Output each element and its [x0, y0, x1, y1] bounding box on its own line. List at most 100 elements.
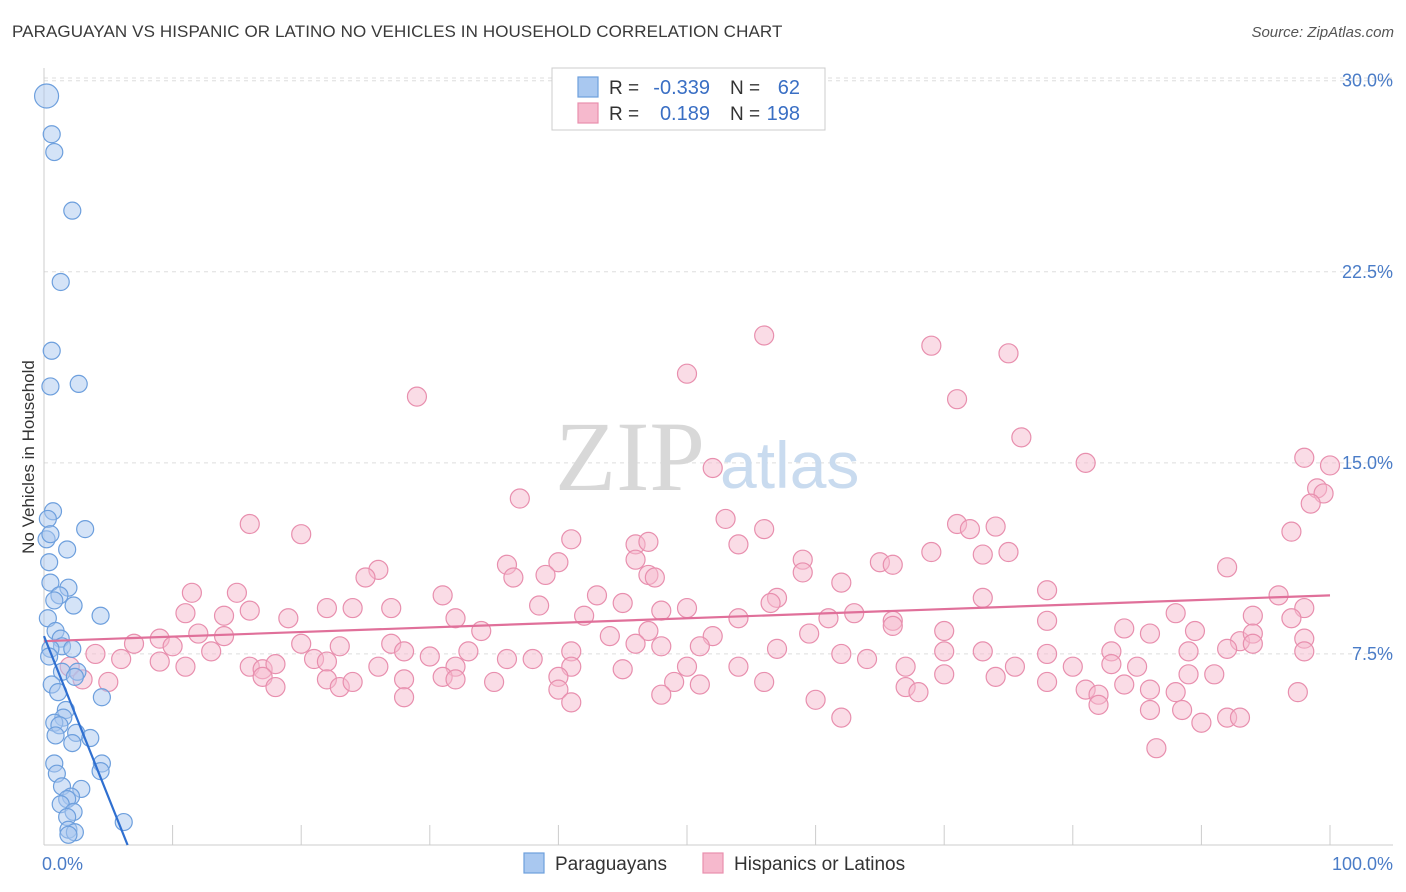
hispanic-point	[1319, 455, 1341, 476]
hispanic-point	[291, 633, 312, 654]
hispanic-point	[638, 531, 659, 552]
hispanic-point	[972, 641, 993, 662]
paraguayan-point	[42, 341, 61, 360]
correlation-legend: R = -0.339 N = 62 R = 0.189 N = 198	[551, 67, 826, 131]
watermark-atlas: atlas	[720, 428, 859, 502]
hispanic-point	[175, 656, 196, 677]
hispanic-point	[419, 646, 440, 667]
hispanic-point	[1294, 447, 1315, 468]
hispanic-point	[393, 687, 415, 708]
hispanic-point	[496, 648, 518, 670]
legend-r-label: R =	[609, 104, 639, 125]
paraguayan-point	[58, 540, 77, 559]
hispanic-point	[651, 684, 672, 705]
hispanic-point	[529, 595, 550, 616]
hispanic-point	[1004, 656, 1026, 677]
paraguayan-point	[92, 688, 111, 707]
legend-swatch-paraguayans	[577, 76, 599, 98]
hispanic-point	[728, 656, 749, 677]
y-tick-label: 7.5%	[1352, 644, 1393, 664]
hispanic-point	[638, 620, 659, 642]
paraguayan-point	[42, 125, 61, 144]
paraguayan-points	[33, 83, 133, 844]
hispanic-point	[1011, 427, 1032, 448]
hispanic-point	[1178, 664, 1199, 685]
hispanic-point	[676, 656, 698, 677]
hispanic-point	[651, 600, 672, 621]
hispanic-point	[998, 343, 1019, 364]
legend-n-label: N =	[730, 78, 760, 99]
hispanic-point	[644, 567, 665, 588]
hispanic-point	[1088, 694, 1109, 715]
hispanic-point	[702, 457, 723, 479]
legend-n-value: 62	[778, 77, 800, 99]
hispanic-point	[715, 508, 736, 530]
hispanic-point	[561, 529, 582, 550]
hispanic-point	[998, 541, 1019, 563]
hispanic-point	[1217, 557, 1238, 578]
hispanic-point	[1281, 608, 1302, 629]
legend-r-value: -0.339	[653, 77, 710, 99]
x-tick-label-max: 100.0%	[1332, 854, 1393, 874]
hispanic-point	[201, 641, 222, 662]
paraguayan-point	[69, 374, 88, 393]
hispanic-point	[586, 585, 608, 606]
hispanic-point	[1062, 656, 1083, 677]
hispanic-point	[921, 541, 942, 563]
hispanic-point	[1036, 643, 1058, 665]
hispanic-point	[406, 386, 428, 407]
hispanic-point	[574, 605, 595, 626]
hispanic-point	[651, 636, 672, 657]
paraguayan-point	[38, 509, 57, 529]
legend-n-label: N =	[730, 104, 760, 125]
hispanic-point	[972, 587, 993, 608]
paraguayan-point	[41, 377, 60, 396]
hispanic-point	[882, 615, 903, 637]
hispanic-point	[368, 656, 389, 677]
hispanic-point	[1036, 610, 1058, 631]
paraguayan-point	[41, 525, 60, 544]
hispanic-point	[342, 597, 363, 619]
hispanic-point	[1287, 682, 1308, 703]
hispanic-point	[162, 636, 183, 657]
hispanic-point	[612, 592, 633, 614]
hispanic-point	[1300, 493, 1321, 514]
hispanic-point	[1165, 682, 1186, 703]
hispanic-point	[291, 524, 312, 545]
hispanic-point	[213, 605, 235, 626]
hispanic-point	[484, 671, 505, 693]
hispanic-point	[1165, 603, 1186, 624]
hispanic-point	[934, 664, 955, 685]
hispanic-point	[1217, 638, 1238, 659]
hispanic-point	[1146, 738, 1167, 759]
legend-r-label: R =	[609, 78, 639, 99]
hispanic-point	[548, 679, 569, 700]
y-tick-label: 30.0%	[1342, 71, 1393, 91]
hispanic-point	[728, 608, 749, 629]
legend-swatch-hispanics	[702, 852, 724, 874]
watermark: ZIP atlas	[555, 401, 859, 512]
hispanic-point	[1114, 618, 1135, 639]
hispanic-point	[355, 567, 376, 588]
hispanic-point	[393, 641, 415, 662]
hispanic-point	[329, 636, 350, 657]
hispanic-point	[1075, 452, 1096, 473]
hispanic-point	[676, 363, 698, 384]
hispanic-point	[908, 682, 929, 703]
hispanic-point	[985, 666, 1006, 687]
hispanic-point	[445, 669, 466, 690]
axes-layer	[43, 68, 1393, 846]
hispanic-point	[181, 582, 202, 603]
hispanic-point	[792, 562, 813, 583]
paraguayan-point	[33, 83, 60, 109]
hispanic-point	[188, 623, 209, 644]
hispanic-point	[509, 488, 530, 509]
hispanic-point	[895, 656, 916, 677]
legend-label-hispanics: Hispanics or Latinos	[734, 854, 905, 875]
hispanic-point	[664, 671, 685, 693]
legend-label-paraguayans: Paraguayans	[555, 854, 667, 875]
hispanic-point	[1036, 671, 1058, 693]
series-legend: Paraguayans Hispanics or Latinos	[523, 852, 905, 875]
y-tick-label: 15.0%	[1342, 453, 1393, 473]
hispanic-point	[934, 620, 955, 642]
